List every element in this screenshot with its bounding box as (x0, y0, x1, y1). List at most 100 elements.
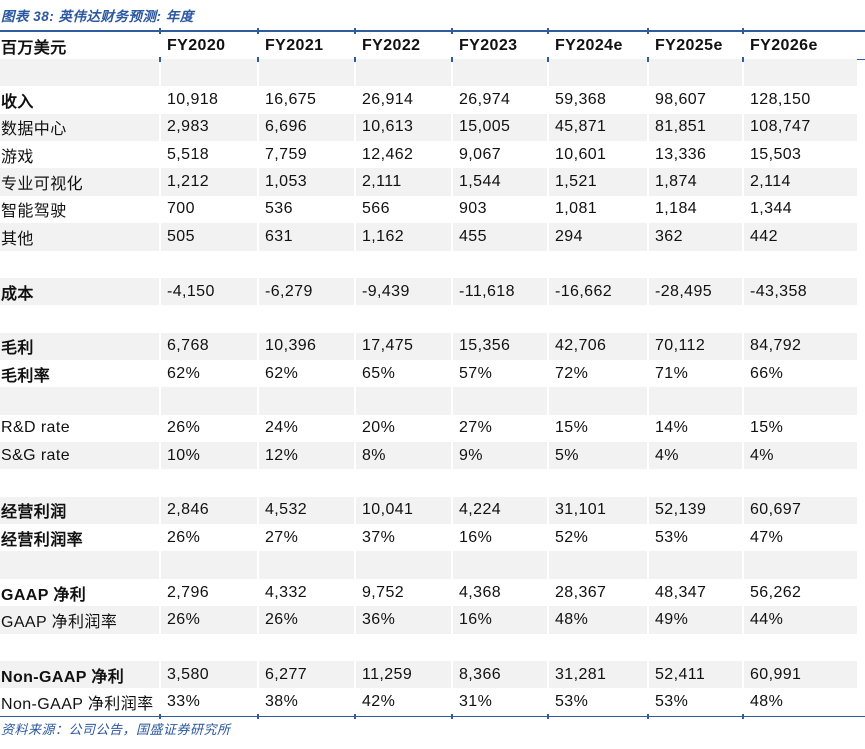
table-top-border (0, 30, 865, 33)
value-cell: 48% (742, 688, 857, 716)
row-label (0, 469, 160, 496)
row-label: Non-GAAP 净利 (0, 660, 160, 689)
value-cell: 53% (647, 524, 743, 552)
value-cell (647, 633, 743, 661)
table-row: 专业可视化 1,212 1,053 2,111 1,544 1,521 1,874 2,114 (0, 168, 857, 196)
value-cell: 26% (257, 606, 355, 634)
value-cell: 65% (354, 359, 452, 388)
value-cell: 903 (451, 195, 548, 224)
value-cell: 98,607 (647, 86, 743, 114)
value-cell: 27% (257, 524, 355, 552)
column-tick (647, 28, 649, 34)
value-cell (547, 633, 648, 661)
value-cell: 52,411 (647, 660, 743, 689)
spacer-row (0, 551, 857, 579)
value-cell: 17,475 (354, 332, 452, 360)
value-cell: 700 (159, 195, 258, 224)
value-cell (354, 633, 452, 661)
value-cell: 4,532 (257, 496, 355, 525)
value-cell: 1,521 (547, 168, 648, 196)
value-cell: 26% (159, 414, 258, 443)
value-cell (159, 469, 258, 497)
value-cell: 33% (159, 688, 258, 716)
table-bottom-border (0, 715, 865, 718)
value-cell: 16% (451, 524, 548, 552)
value-cell: 1,874 (647, 168, 743, 196)
column-tick (354, 713, 356, 720)
column-tick (547, 56, 549, 63)
figure-title: 图表 38: 英伟达财务预测: 年度 (1, 9, 194, 24)
value-cell: 12,462 (354, 141, 452, 169)
value-cell: 31,281 (547, 660, 648, 689)
table-row: 经营利润 2,846 4,532 10,041 4,224 31,101 52,139 60,… (0, 496, 857, 525)
value-cell: 1,344 (742, 195, 857, 224)
value-cell (257, 551, 355, 579)
value-cell (647, 551, 743, 579)
spacer-row (0, 633, 857, 661)
value-cell: 20% (354, 414, 452, 443)
value-cell: 1,053 (257, 168, 355, 196)
table-row: R&D rate 26% 24% 20% 27% 15% 14% 15% (0, 414, 857, 443)
value-cell: 4% (647, 442, 743, 470)
value-cell (547, 387, 648, 415)
value-cell: 56,262 (742, 578, 857, 607)
column-tick (742, 28, 744, 34)
column-header-fy2025e: FY2025e (647, 32, 743, 59)
value-cell: 31,101 (547, 496, 648, 525)
table-row: 其他 505 631 1,162 455 294 362 442 (0, 223, 857, 251)
value-cell: 15,503 (742, 141, 857, 169)
value-cell: 9,067 (451, 141, 548, 169)
column-tick (547, 713, 549, 720)
value-cell: 15% (742, 414, 857, 443)
value-cell: 10,601 (547, 141, 648, 169)
value-cell: 31% (451, 688, 548, 716)
value-cell (159, 633, 258, 661)
value-cell (742, 551, 857, 579)
value-cell: 7,759 (257, 141, 355, 169)
row-label: 智能驾驶 (1, 203, 67, 221)
value-cell: 294 (547, 223, 648, 251)
table-row: 毛利 6,768 10,396 17,475 15,356 42,706 70,112 84,… (0, 332, 857, 360)
table-row: 智能驾驶 700 536 566 903 1,081 1,184 1,344 (0, 195, 857, 224)
table-row: 收入 10,918 16,675 26,914 26,974 59,368 98,607 12… (0, 86, 857, 114)
value-cell: 9,752 (354, 578, 452, 607)
value-cell: 536 (257, 195, 355, 224)
value-cell: 27% (451, 414, 548, 443)
column-tick (159, 28, 161, 34)
value-cell: 11,259 (354, 660, 452, 689)
value-cell: 70,112 (647, 332, 743, 360)
financial-table: 百万美元 FY2020 FY2021 FY2022 FY2023 FY2024e… (0, 32, 857, 716)
table-row: 成本 -4,150 -6,279 -9,439 -11,618 -16,662 -28,49… (0, 277, 857, 306)
value-cell: 62% (257, 359, 355, 388)
value-cell: 566 (354, 195, 452, 224)
value-cell (354, 305, 452, 333)
value-cell: 24% (257, 414, 355, 443)
value-cell: 16,675 (257, 86, 355, 114)
column-header-fy2021: FY2021 (257, 32, 355, 59)
value-cell (257, 633, 355, 661)
value-cell (159, 305, 258, 333)
value-cell (451, 551, 548, 579)
spacer-row (0, 387, 857, 415)
value-cell (742, 469, 857, 497)
value-cell: 1,212 (159, 168, 258, 196)
row-label: 专业可视化 (0, 168, 160, 196)
value-cell (354, 387, 452, 415)
value-cell: 2,111 (354, 168, 452, 196)
value-cell: 128,150 (742, 86, 857, 114)
value-cell (742, 305, 857, 333)
value-cell: 8,366 (451, 660, 548, 689)
value-cell: 6,768 (159, 332, 258, 360)
column-tick (354, 56, 356, 63)
value-cell: 10% (159, 442, 258, 470)
column-tick (647, 56, 649, 63)
value-cell: 631 (257, 223, 355, 251)
value-cell (257, 387, 355, 415)
value-cell (647, 469, 743, 497)
header-row: 百万美元 FY2020 FY2021 FY2022 FY2023 FY2024e… (0, 32, 857, 59)
column-tick (451, 56, 453, 63)
value-cell (159, 551, 258, 579)
value-cell: -9,439 (354, 277, 452, 306)
value-cell: 10,041 (354, 496, 452, 525)
row-label (0, 387, 160, 415)
